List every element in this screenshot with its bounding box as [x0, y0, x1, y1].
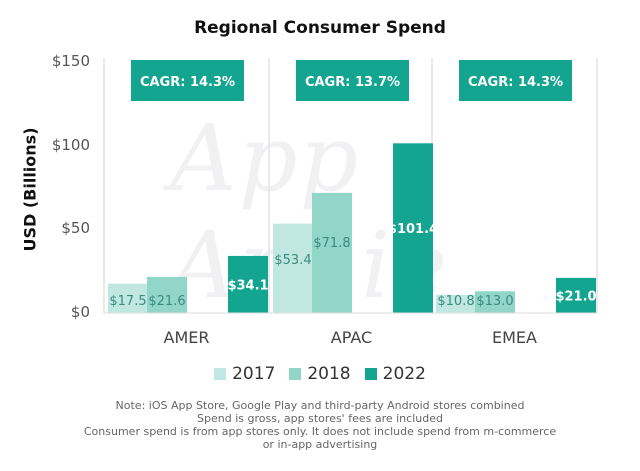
cagr-badge: [131, 60, 244, 101]
bar-2017-apac: [273, 223, 313, 313]
data-label: $21.6: [148, 294, 185, 309]
legend-label: 2022: [382, 364, 426, 384]
category-label: APAC: [330, 328, 373, 347]
legend: 2017 2018 2022: [0, 364, 640, 384]
footnote: Note: iOS App Store, Google Play and thi…: [115, 399, 525, 412]
footnote: Consumer spend is from app stores only. …: [83, 425, 557, 438]
cagr-badge: [459, 60, 572, 101]
legend-item: 2017: [214, 364, 275, 384]
chart-title: Regional Consumer Spend: [194, 18, 446, 38]
legend-item: 2022: [364, 364, 426, 384]
bar-2022-emea: [556, 277, 596, 313]
cagr-label: CAGR: 13.7%: [305, 75, 400, 90]
cagr-badge: [296, 60, 409, 101]
data-label: $10.8: [437, 294, 474, 309]
y-tick-label: $0: [70, 303, 90, 321]
y-tick-label: $50: [61, 219, 90, 237]
legend-swatch: [214, 368, 227, 380]
bar-2022-apac: [393, 143, 433, 313]
legend-label: 2017: [232, 364, 276, 384]
legend-label: 2018: [307, 364, 351, 384]
legend-swatch: [289, 368, 302, 380]
y-tick-label: $150: [51, 52, 90, 70]
data-label: $34.1: [227, 278, 268, 293]
legend-item: 2018: [289, 364, 351, 384]
bar-2017-amer: [108, 283, 148, 313]
bar-2017-emea: [436, 294, 476, 313]
bar-2018-amer: [147, 276, 187, 313]
bar-2018-apac: [312, 192, 352, 313]
data-label: $13.0: [476, 294, 513, 309]
footnote: Spend is gross, app stores' fees are inc…: [197, 412, 443, 425]
bar-2022-amer: [228, 255, 268, 313]
data-label: $71.8: [313, 236, 350, 251]
bar-2018-emea: [475, 291, 515, 313]
legend-swatch: [364, 368, 377, 380]
data-label: $21.0: [555, 289, 596, 304]
category-label: EMEA: [492, 328, 537, 347]
footnote: or in-app advertising: [262, 438, 378, 451]
category-label: AMER: [163, 328, 210, 347]
data-label: $101.4: [388, 222, 438, 237]
data-label: $17.5: [109, 294, 146, 309]
data-label: $53.4: [274, 253, 311, 268]
cagr-label: CAGR: 14.3%: [468, 75, 563, 90]
cagr-label: CAGR: 14.3%: [140, 75, 235, 90]
y-tick-label: $100: [51, 136, 90, 154]
footnotes: Note: iOS App Store, Google Play and thi…: [0, 399, 640, 451]
